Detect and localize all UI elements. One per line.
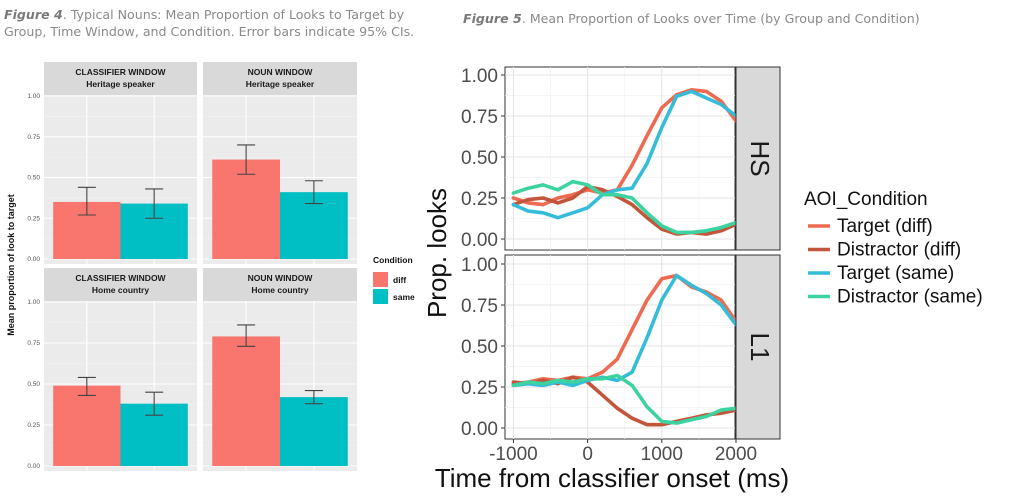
y-tick-label: 0.00	[27, 256, 40, 263]
error-bar-same	[304, 390, 323, 405]
error-bar-diff	[237, 324, 256, 347]
facet-strip-title: CLASSIFIER WINDOW	[75, 273, 166, 283]
y-tick-label: 1.00	[27, 299, 40, 306]
facet-strip-title: NOUN WINDOW	[248, 67, 314, 77]
legend-label-diff: diff	[393, 275, 406, 285]
y-axis-label: Mean proportion of look to target	[6, 194, 16, 336]
y-tick-label: 1.00	[27, 93, 40, 100]
y-tick-label: 0.50	[27, 381, 40, 388]
legend-title: Condition	[373, 255, 413, 265]
bar-same	[280, 397, 348, 466]
legend-label-same: same	[393, 292, 415, 302]
error-bar-same	[304, 180, 323, 205]
legend-label: Target (diff)	[837, 216, 933, 237]
figure-5-text: . Mean Proportion of Looks over Time (by…	[521, 11, 920, 26]
legend-swatch-diff	[373, 272, 388, 287]
legend-swatch-same	[373, 289, 388, 304]
y-tick-label: 0.00	[461, 230, 498, 251]
facet-strip	[203, 62, 357, 95]
x-tick-label: -1000	[489, 444, 538, 465]
figure-4-caption: Figure 4. Typical Nouns: Mean Proportion…	[4, 6, 444, 40]
facet-strip-subtitle: Heritage speaker	[86, 79, 155, 89]
series-line	[511, 89, 738, 220]
legend-label: Target (same)	[837, 263, 954, 284]
facet-strip-label: L1	[745, 333, 775, 362]
y-tick-label: 0.50	[461, 148, 498, 169]
error-bar-diff	[77, 376, 96, 397]
panel-frame	[504, 66, 736, 251]
facet-strip-subtitle: Home country	[251, 285, 308, 295]
figure-5-caption: Figure 5. Mean Proportion of Looks over …	[463, 10, 1003, 27]
facet-strip-subtitle: Home country	[92, 285, 149, 295]
y-tick-label: 0.75	[27, 134, 40, 141]
series-line	[511, 373, 738, 425]
y-tick-label: 0.25	[27, 215, 40, 222]
y-tick-label: 1.00	[461, 66, 498, 87]
facet-strip-title: NOUN WINDOW	[248, 273, 314, 283]
y-tick-label: 0.75	[461, 296, 498, 317]
y-tick-label: 0.75	[461, 107, 498, 128]
y-tick-label: 0.25	[461, 378, 498, 399]
error-bar-diff	[77, 186, 96, 216]
x-tick-label: 2000	[715, 444, 757, 465]
y-tick-label: 0.00	[27, 463, 40, 470]
legend-label: Distractor (diff)	[837, 240, 961, 261]
y-tick-label: 0.50	[27, 175, 40, 182]
x-tick-label: 0	[582, 444, 593, 465]
y-tick-label: 1.00	[461, 255, 498, 276]
facet-strip	[44, 62, 197, 95]
facet-strip	[735, 254, 781, 440]
x-tick-label: 1000	[641, 444, 683, 465]
facet-strip-subtitle: Heritage speaker	[246, 79, 315, 89]
x-axis-label: Time from classifier onset (ms)	[435, 463, 789, 493]
y-tick-label: 0.25	[27, 422, 40, 429]
error-bar-same	[145, 188, 164, 219]
figure-5-label: Figure 5	[463, 11, 522, 26]
figure-4-label: Figure 4	[4, 7, 63, 22]
facet-strip	[44, 268, 197, 301]
legend-title: AOI_Condition	[804, 189, 928, 210]
y-tick-label: 0.25	[461, 189, 498, 210]
facet-strip-title: CLASSIFIER WINDOW	[75, 67, 166, 77]
figure-4-text: . Typical Nouns: Mean Proportion of Look…	[4, 7, 415, 39]
facet-strip	[735, 66, 781, 251]
y-tick-label: 0.00	[461, 419, 498, 440]
series-line	[511, 179, 738, 235]
error-bar-diff	[237, 144, 256, 175]
y-axis-label: Prop. looks	[422, 188, 452, 318]
y-tick-label: 0.50	[461, 337, 498, 358]
bar-diff	[212, 159, 280, 259]
bar-diff	[212, 336, 280, 466]
legend-label: Distractor (same)	[837, 287, 983, 308]
error-bar-same	[145, 391, 164, 416]
facet-strip	[203, 268, 357, 301]
y-tick-label: 0.75	[27, 340, 40, 347]
bar-diff	[53, 385, 121, 466]
facet-strip-label: HS	[745, 140, 775, 176]
